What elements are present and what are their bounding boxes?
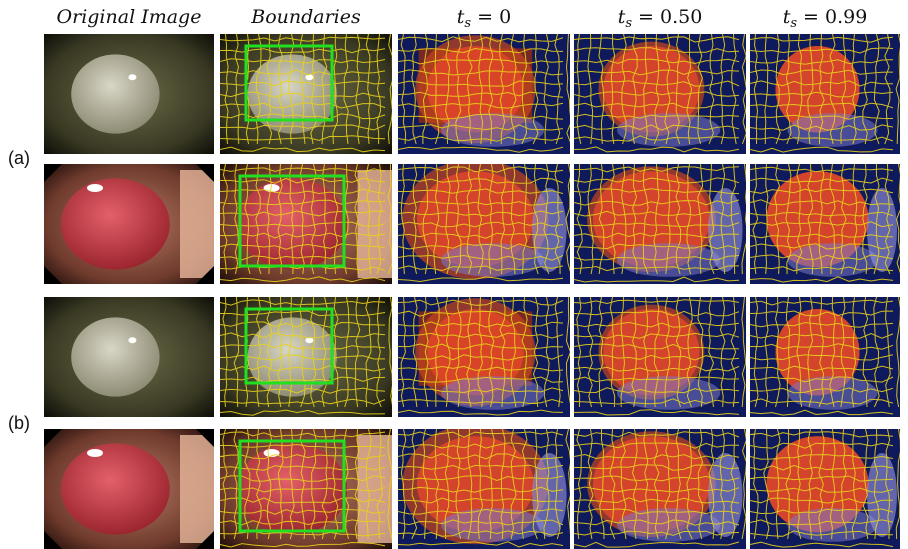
header-ts-099-value: = 0.99: [803, 6, 868, 28]
panel-row1-boundaries: [220, 34, 392, 154]
header-ts-050-sub: s: [625, 16, 632, 31]
panel-row2-original-image: [44, 164, 214, 284]
bounding-box: [244, 307, 334, 385]
header-ts-0-var: t: [456, 6, 465, 28]
panel-row4-original-image: [44, 429, 214, 549]
header-ts-0-sub: s: [464, 16, 472, 31]
bounding-box: [244, 44, 334, 122]
panel-row3-map-ts-099: [750, 297, 900, 417]
panel-row2-map-ts-099: [750, 164, 900, 284]
panel-row4-boundaries: [220, 429, 392, 549]
header-ts-050: ts = 0.50: [574, 6, 746, 32]
panel-row1-original-image: [44, 34, 214, 154]
header-ts-099-var: t: [782, 6, 791, 28]
panel-row1-map-ts-050: [574, 34, 746, 154]
header-original-image: Original Image: [56, 6, 202, 28]
panel-row4-map-ts-099: [750, 429, 900, 549]
panel-row3-map-ts-0: [398, 297, 570, 417]
panel-row2-boundaries: [220, 164, 392, 284]
header-ts-050-value: = 0.50: [638, 6, 703, 28]
row-label-b: (b): [8, 413, 30, 433]
panel-row4-map-ts-050: [574, 429, 746, 549]
row-label-a: (a): [8, 148, 30, 168]
header-ts-099: ts = 0.99: [750, 6, 900, 32]
header-ts-050-var: t: [617, 6, 626, 28]
panel-row3-boundaries: [220, 297, 392, 417]
panel-row3-original-image: [44, 297, 214, 417]
header-ts-0-value: = 0: [477, 6, 512, 28]
panel-row4-map-ts-0: [398, 429, 570, 549]
header-boundaries: Boundaries: [251, 6, 361, 28]
panel-row1-map-ts-099: [750, 34, 900, 154]
header-ts-099-sub: s: [790, 16, 797, 31]
panel-row1-map-ts-0: [398, 34, 570, 154]
bounding-box: [238, 174, 346, 268]
panel-row2-map-ts-050: [574, 164, 746, 284]
panel-row3-map-ts-050: [574, 297, 746, 417]
bounding-box: [238, 439, 346, 533]
panel-row2-map-ts-0: [398, 164, 570, 284]
header-ts-0: ts = 0: [398, 6, 570, 32]
